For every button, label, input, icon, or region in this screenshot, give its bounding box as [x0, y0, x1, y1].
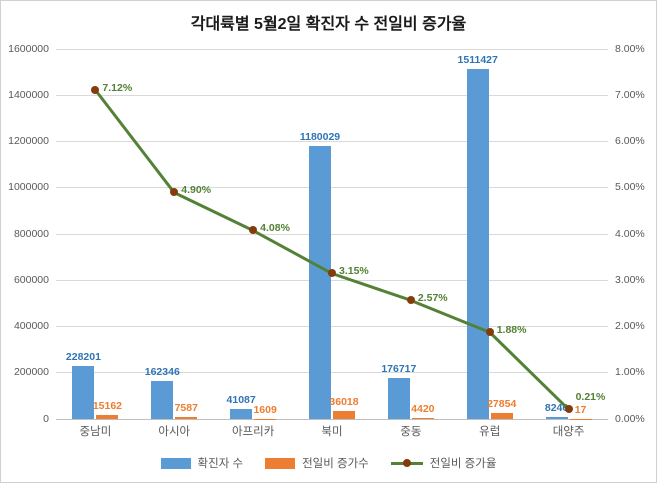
legend-dot-marker-icon [402, 459, 411, 467]
bar-daily-increase [175, 417, 198, 419]
rate-value-label: 0.21% [575, 391, 606, 403]
left-axis-tick-label: 800000 [13, 227, 49, 240]
right-axis-tick-label: 3.00% [615, 273, 645, 286]
bar-value-label: 27854 [487, 397, 517, 410]
bar-daily-increase [411, 417, 434, 419]
legend: 확진자 수 전일비 증가수 전일비 증가율 [1, 455, 656, 471]
rate-line-point [249, 226, 258, 235]
legend-line-marker-icon [390, 459, 423, 467]
left-axis-tick-label: 400000 [13, 320, 49, 332]
category-label: 유럽 [479, 426, 501, 438]
gridline [56, 279, 608, 281]
rate-line-point [328, 269, 336, 278]
gridline [56, 187, 608, 189]
bar-confirmed-cases [309, 146, 331, 419]
category-label: 아프리카 [231, 426, 275, 438]
rate-value-label: 4.08% [260, 222, 290, 235]
legend-item: 전일비 증가율 [390, 455, 497, 471]
category-label: 북미 [321, 426, 343, 438]
bar-value-label: 162346 [144, 366, 180, 379]
legend-label: 전일비 증가수 [302, 458, 369, 470]
left-axis-tick-label: 200000 [13, 366, 49, 379]
rate-value-label: 4.90% [181, 184, 212, 197]
bar-confirmed-cases [230, 409, 253, 419]
rate-value-label: 7.12% [102, 81, 133, 94]
bar-value-label: 4420 [411, 402, 435, 415]
gridline [56, 326, 608, 327]
left-axis-tick-label: 1000000 [8, 181, 49, 194]
bar-daily-increase [490, 412, 513, 419]
legend-bar-marker-icon [160, 457, 191, 469]
gridline [56, 233, 608, 235]
left-axis-tick-label: 600000 [13, 273, 49, 286]
right-axis-tick-label: 7.00% [615, 88, 645, 101]
bar-value-label: 1511427 [457, 54, 498, 67]
right-axis-tick-label: 6.00% [615, 135, 645, 147]
right-axis-tick-label: 0.00% [615, 412, 645, 425]
right-axis-tick-label: 1.00% [615, 366, 645, 379]
legend-item: 전일비 증가수 [265, 455, 369, 471]
right-axis-tick-label: 8.00% [615, 42, 645, 55]
bar-value-label: 17 [574, 403, 587, 416]
right-axis-tick-label: 2.00% [615, 320, 645, 332]
category-label: 중동 [400, 426, 422, 438]
bar-value-label: 228201 [65, 351, 101, 364]
legend-label: 전일비 증가율 [429, 458, 497, 470]
category-label: 대양주 [552, 426, 585, 438]
rate-line-point [91, 85, 100, 94]
bar-confirmed-cases [387, 378, 410, 419]
left-axis-tick-label: 0 [43, 412, 49, 425]
bar-confirmed-cases [72, 366, 95, 419]
bar-value-label: 1180029 [299, 131, 341, 144]
category-label: 아시아 [158, 426, 191, 438]
rate-line-point [170, 188, 179, 197]
bar-value-label: 1609 [253, 403, 277, 416]
rate-value-label: 1.88% [496, 324, 527, 337]
bar-confirmed-cases [151, 381, 174, 419]
legend-item: 확진자 수 [160, 455, 244, 471]
legend-bar-marker-icon [265, 457, 296, 469]
bar-value-label: 36018 [329, 395, 359, 408]
bar-daily-increase [254, 418, 277, 420]
bar-value-label: 7587 [174, 402, 198, 415]
gridline [56, 141, 608, 142]
category-label: 중남미 [79, 426, 112, 438]
left-axis-tick-label: 1200000 [8, 135, 49, 147]
bar-value-label: 41087 [226, 394, 256, 407]
bar-confirmed-cases [545, 417, 568, 419]
rate-value-label: 3.15% [339, 265, 369, 278]
bar-daily-increase [333, 410, 355, 419]
bar-value-label: 15162 [92, 400, 123, 413]
gridline [56, 94, 608, 96]
rate-value-label: 2.57% [417, 292, 448, 305]
right-axis-tick-label: 4.00% [615, 227, 645, 240]
bar-daily-increase [569, 418, 592, 420]
left-axis-tick-label: 1600000 [8, 42, 49, 55]
rate-line-point [485, 328, 494, 337]
rate-line-point [406, 296, 415, 305]
chart-title: 각대륙별 5월2일 확진자 수 전일비 증가율 [190, 16, 467, 33]
rate-line-point [564, 405, 573, 414]
bar-confirmed-cases [466, 69, 489, 419]
right-axis-tick-label: 5.00% [615, 181, 645, 194]
x-axis-line [56, 418, 608, 420]
bar-value-label: 176717 [381, 363, 417, 376]
legend-label: 확진자 수 [197, 458, 244, 470]
gridline [56, 48, 608, 50]
gridline [56, 372, 608, 374]
left-axis-tick-label: 1400000 [8, 88, 49, 101]
bar-daily-increase [96, 415, 119, 419]
